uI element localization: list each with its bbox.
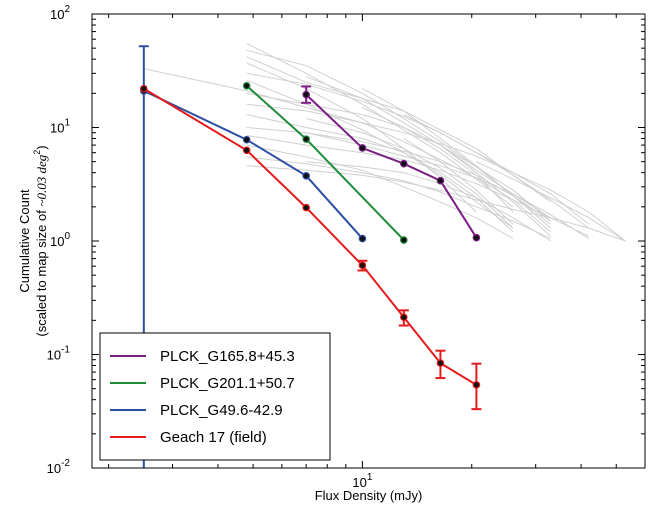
data-point bbox=[242, 146, 251, 155]
data-point bbox=[472, 381, 481, 389]
y-tick-label: 102 bbox=[50, 4, 70, 22]
background-line bbox=[476, 161, 626, 242]
background-line bbox=[306, 118, 514, 229]
data-point bbox=[140, 84, 148, 93]
background-line bbox=[246, 127, 551, 222]
y-tick-label: 10-1 bbox=[47, 345, 71, 363]
data-point bbox=[302, 135, 310, 143]
background-line bbox=[246, 92, 551, 219]
data-point bbox=[302, 172, 310, 180]
y-axis-title: Cumulative Count bbox=[17, 189, 32, 293]
series-0 bbox=[301, 85, 481, 242]
y-tick-label: 100 bbox=[50, 231, 70, 249]
series-group bbox=[138, 45, 482, 468]
x-axis-title: Flux Density (mJy) bbox=[315, 488, 423, 503]
background-line bbox=[403, 114, 590, 229]
data-point bbox=[400, 159, 408, 168]
background-line bbox=[306, 132, 590, 240]
background-lines bbox=[143, 43, 626, 242]
series-1 bbox=[242, 82, 408, 244]
background-line bbox=[440, 144, 552, 222]
background-line bbox=[362, 88, 552, 229]
data-point bbox=[242, 82, 251, 90]
data-point bbox=[242, 135, 251, 144]
series-line bbox=[143, 89, 364, 240]
legend: PLCK_G165.8+45.3 PLCK_G201.1+50.7 PLCK_G49… bbox=[99, 332, 331, 461]
y-axis: 10-2 10-1 100 101 102 bbox=[47, 4, 645, 476]
background-line bbox=[246, 43, 514, 208]
data-point bbox=[436, 359, 445, 367]
data-point bbox=[400, 236, 408, 244]
background-line bbox=[362, 107, 514, 213]
data-point bbox=[358, 234, 367, 243]
data-point bbox=[358, 144, 367, 152]
legend-label: Geach 17 (field) bbox=[160, 429, 267, 446]
legend-label: PLCK_G165.8+45.3 bbox=[160, 348, 295, 365]
data-point bbox=[302, 203, 310, 212]
y-tick-label: 10-2 bbox=[47, 458, 71, 476]
background-line bbox=[246, 62, 477, 213]
legend-label: PLCK_G201.1+50.7 bbox=[160, 375, 295, 392]
x-axis: 101 bbox=[108, 14, 646, 490]
background-line bbox=[246, 144, 514, 240]
background-line bbox=[246, 135, 590, 237]
series-3 bbox=[140, 84, 482, 411]
data-point bbox=[358, 261, 367, 270]
y-tick-label: 101 bbox=[50, 118, 70, 136]
background-line bbox=[246, 56, 551, 203]
data-point bbox=[436, 176, 445, 185]
x-tick-label: 101 bbox=[352, 472, 372, 490]
data-point bbox=[400, 313, 408, 322]
data-point bbox=[302, 90, 310, 99]
y-axis-subtitle: (scaled to map size of ~0.03 deg2) bbox=[32, 145, 49, 336]
legend-label: PLCK_G49.6-42.9 bbox=[160, 402, 283, 419]
data-point bbox=[472, 233, 481, 242]
background-line bbox=[246, 103, 626, 242]
background-line bbox=[246, 165, 626, 242]
legend-box bbox=[99, 332, 331, 461]
background-line bbox=[306, 76, 552, 237]
